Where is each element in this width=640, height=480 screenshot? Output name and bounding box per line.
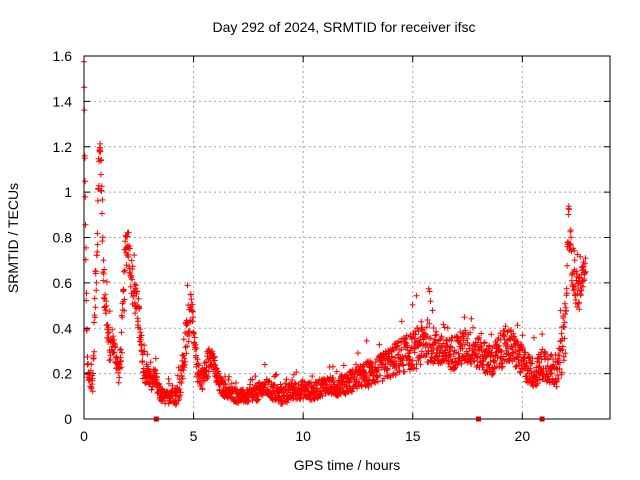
data-gap-markers xyxy=(153,416,545,422)
data-gap-marker xyxy=(153,416,159,422)
x-tick-label: 15 xyxy=(405,428,421,444)
y-axis-ticks: 0 0.2 0.4 0.6 0.8 1 1.2 1.4 1.6 xyxy=(53,48,610,427)
x-tick-label: 5 xyxy=(190,428,198,444)
y-axis-label: SRMTID / TECUs xyxy=(5,183,21,293)
y-tick-label: 1.6 xyxy=(53,48,73,64)
x-axis-label: GPS time / hours xyxy=(294,457,401,473)
data-gap-marker xyxy=(539,416,545,422)
grid-lines xyxy=(84,56,610,419)
y-tick-label: 1 xyxy=(64,184,72,200)
x-tick-label: 10 xyxy=(295,428,311,444)
x-tick-label: 20 xyxy=(515,428,531,444)
y-tick-label: 1.4 xyxy=(53,93,73,109)
x-tick-label: 0 xyxy=(80,428,88,444)
y-tick-label: 0.6 xyxy=(53,275,73,291)
y-tick-label: 0.2 xyxy=(53,366,73,382)
y-tick-label: 1.2 xyxy=(53,139,73,155)
y-tick-label: 0 xyxy=(64,411,72,427)
y-tick-label: 0.4 xyxy=(53,320,73,336)
y-tick-label: 0.8 xyxy=(53,230,73,246)
data-gap-marker xyxy=(476,416,481,422)
x-axis-ticks: 0 5 10 15 20 xyxy=(80,56,530,444)
chart-title: Day 292 of 2024, SRMTID for receiver ifs… xyxy=(213,19,476,35)
